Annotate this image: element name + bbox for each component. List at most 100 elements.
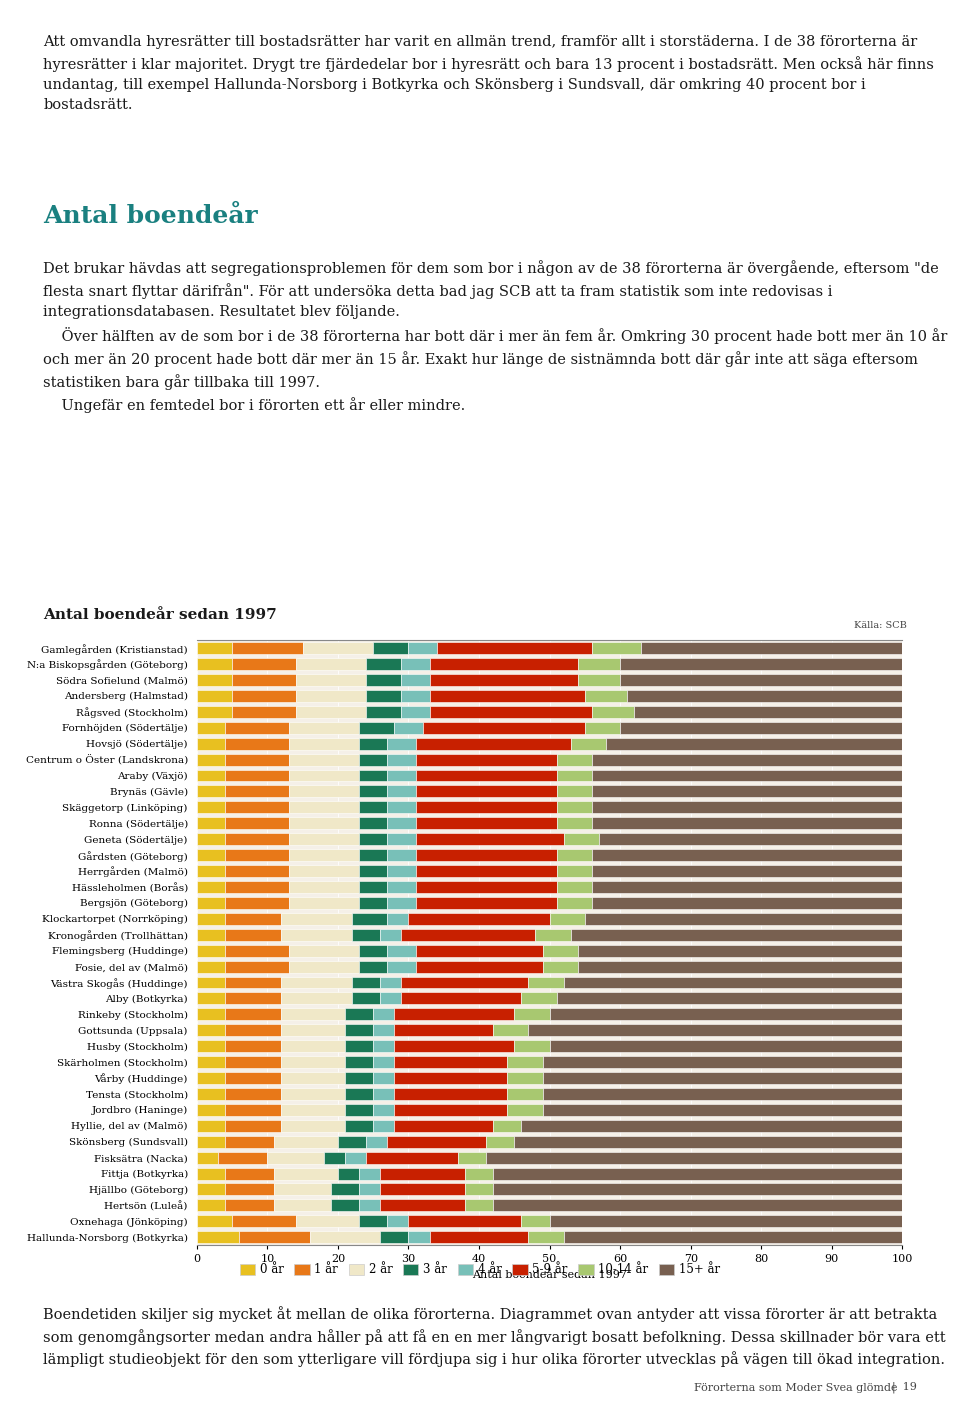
Bar — [373, 1040, 395, 1052]
Bar — [359, 1216, 387, 1227]
Bar — [395, 1120, 493, 1131]
Bar — [387, 850, 416, 861]
Bar — [549, 913, 585, 924]
Bar — [197, 817, 225, 829]
Bar — [197, 929, 225, 941]
Bar — [606, 737, 902, 750]
Bar — [275, 1199, 331, 1211]
Bar — [401, 992, 521, 1005]
Bar — [366, 706, 401, 718]
Bar — [585, 913, 902, 924]
Bar — [275, 1168, 338, 1179]
Bar — [324, 1152, 345, 1164]
Bar — [401, 929, 536, 941]
Bar — [528, 1024, 902, 1036]
Bar — [387, 1135, 486, 1148]
Bar — [225, 961, 289, 972]
Bar — [542, 944, 578, 957]
Bar — [197, 642, 232, 654]
Bar — [359, 961, 387, 972]
Bar — [409, 1216, 521, 1227]
Bar — [197, 722, 225, 733]
Bar — [296, 689, 366, 702]
Bar — [380, 1168, 465, 1179]
Bar — [564, 1231, 902, 1244]
Bar — [289, 802, 359, 813]
Bar — [345, 1057, 373, 1068]
Bar — [416, 850, 557, 861]
Bar — [197, 913, 225, 924]
Bar — [197, 1088, 225, 1100]
Bar — [549, 1216, 902, 1227]
Bar — [437, 642, 592, 654]
Bar — [289, 944, 359, 957]
Bar — [225, 1135, 275, 1148]
Bar — [225, 1024, 281, 1036]
Text: Antal boendeår sedan 1997: Antal boendeår sedan 1997 — [43, 608, 276, 622]
Bar — [564, 833, 599, 846]
Bar — [387, 913, 409, 924]
Bar — [197, 881, 225, 893]
Text: Förorterna som Moder Svea glömde: Förorterna som Moder Svea glömde — [694, 1383, 898, 1393]
Bar — [387, 1216, 409, 1227]
Bar — [401, 976, 528, 989]
Bar — [366, 674, 401, 687]
Bar — [430, 706, 592, 718]
Bar — [578, 658, 620, 670]
Bar — [345, 1072, 373, 1083]
Bar — [557, 802, 592, 813]
Bar — [225, 754, 289, 765]
Bar — [549, 1009, 902, 1020]
Bar — [359, 1168, 380, 1179]
Bar — [373, 1120, 395, 1131]
Bar — [409, 1231, 430, 1244]
Bar — [197, 1009, 225, 1020]
Bar — [352, 929, 380, 941]
Bar — [366, 658, 401, 670]
Bar — [387, 817, 416, 829]
Bar — [422, 722, 585, 733]
Bar — [557, 850, 592, 861]
Bar — [345, 1024, 373, 1036]
Bar — [289, 833, 359, 846]
Bar — [197, 802, 225, 813]
Bar — [557, 992, 902, 1005]
Bar — [289, 817, 359, 829]
Bar — [465, 1183, 493, 1196]
Bar — [557, 754, 592, 765]
Bar — [225, 737, 289, 750]
Bar — [542, 1088, 902, 1100]
Bar — [281, 1024, 345, 1036]
Bar — [387, 833, 416, 846]
Bar — [281, 1120, 345, 1131]
Bar — [387, 770, 416, 781]
Bar — [289, 961, 359, 972]
Bar — [578, 944, 902, 957]
Bar — [387, 881, 416, 893]
Bar — [592, 785, 902, 798]
Bar — [592, 802, 902, 813]
Bar — [345, 1088, 373, 1100]
Bar — [373, 1088, 395, 1100]
Bar — [197, 1183, 225, 1196]
Bar — [458, 1152, 486, 1164]
Bar — [225, 1057, 281, 1068]
Bar — [232, 642, 302, 654]
Bar — [197, 658, 232, 670]
Bar — [289, 850, 359, 861]
Bar — [359, 944, 387, 957]
Bar — [345, 1040, 373, 1052]
Bar — [359, 817, 387, 829]
Bar — [232, 706, 296, 718]
Bar — [557, 865, 592, 877]
Bar — [197, 1216, 232, 1227]
Bar — [289, 785, 359, 798]
Bar — [345, 1120, 373, 1131]
Bar — [289, 754, 359, 765]
Bar — [197, 1199, 225, 1211]
Bar — [380, 929, 401, 941]
Bar — [542, 961, 578, 972]
Bar — [493, 1120, 521, 1131]
Bar — [493, 1183, 902, 1196]
Bar — [225, 992, 281, 1005]
